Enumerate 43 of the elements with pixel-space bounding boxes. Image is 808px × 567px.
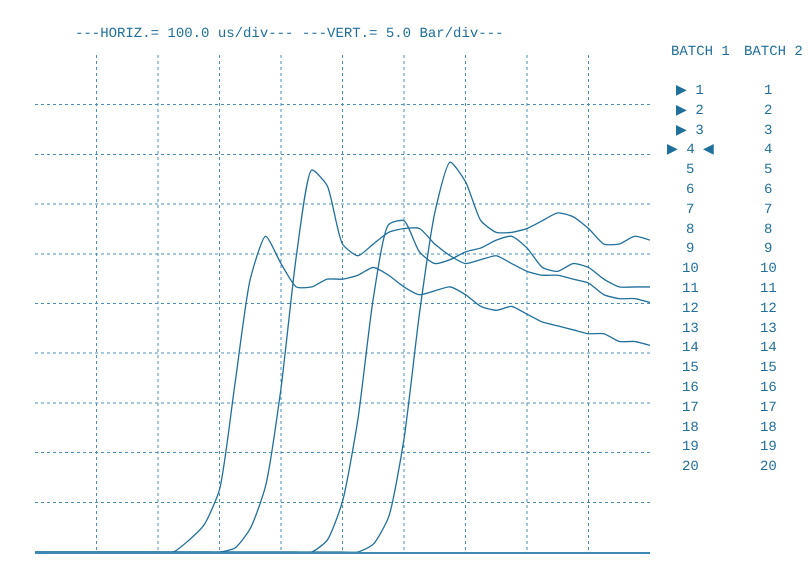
text: 3 [764, 123, 772, 139]
text: 7 [686, 202, 694, 218]
text: 19 [682, 439, 699, 455]
text: 6 [686, 182, 694, 198]
text: 17 [760, 400, 777, 416]
text: ▶ 2 [676, 103, 704, 119]
text: 5 [764, 162, 772, 178]
text: BATCH 2 [744, 44, 803, 60]
text: 12 [682, 301, 699, 317]
text: ▶ 1 [676, 83, 704, 99]
chart-title: ---HORIZ.= 100.0 us/div--- ---VERT.= 5.0 Bar/div--- [75, 26, 504, 42]
text: 9 [764, 241, 772, 257]
text: 19 [760, 439, 777, 455]
text: BATCH 1 [671, 44, 730, 60]
text: 8 [764, 222, 772, 238]
text: ▶ 4 ◀ [667, 142, 714, 158]
text: 4 [764, 142, 772, 158]
text: 12 [760, 301, 777, 317]
text: 8 [686, 222, 694, 238]
text: 6 [764, 182, 772, 198]
text: 18 [760, 420, 777, 436]
text: 18 [682, 420, 699, 436]
text: 13 [682, 321, 699, 337]
text: 10 [682, 261, 699, 277]
text: 17 [682, 400, 699, 416]
text: ▶ 3 [676, 123, 704, 139]
text: 9 [686, 241, 694, 257]
text: 14 [760, 340, 777, 356]
text: 15 [760, 360, 777, 376]
text: 11 [682, 281, 699, 297]
text: 20 [682, 459, 699, 475]
text: 15 [682, 360, 699, 376]
text: 20 [760, 459, 777, 475]
text: 2 [764, 103, 772, 119]
text: 5 [686, 162, 694, 178]
text: 16 [682, 380, 699, 396]
text: 14 [682, 340, 699, 356]
text: 7 [764, 202, 772, 218]
text: 1 [764, 83, 772, 99]
text: 13 [760, 321, 777, 337]
text: 10 [760, 261, 777, 277]
text: 16 [760, 380, 777, 396]
text: 11 [760, 281, 777, 297]
